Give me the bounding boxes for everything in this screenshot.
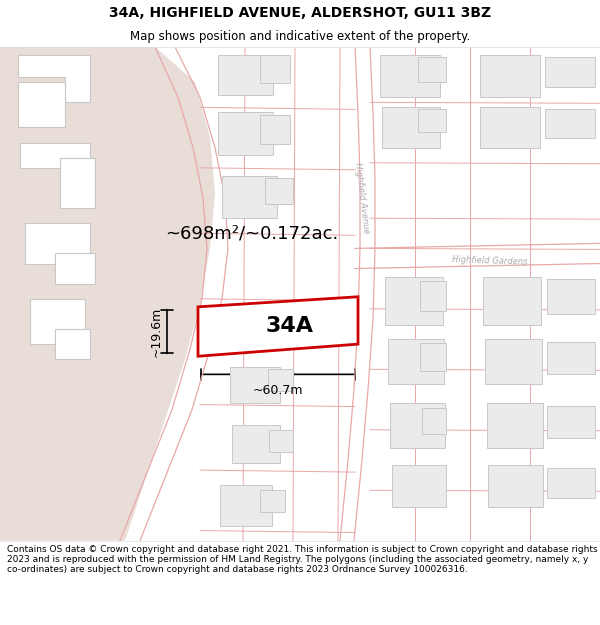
Bar: [260, 490, 285, 512]
Text: Map shows position and indicative extent of the property.: Map shows position and indicative extent…: [130, 30, 470, 43]
Bar: [392, 465, 446, 508]
Text: Highfield Gardens: Highfield Gardens: [452, 254, 528, 266]
Bar: [269, 430, 293, 452]
Text: Highfield Avenue: Highfield Avenue: [353, 162, 371, 234]
Bar: [418, 109, 446, 131]
Polygon shape: [55, 254, 95, 284]
Bar: [220, 485, 272, 526]
Bar: [390, 402, 445, 448]
Text: Contains OS data © Crown copyright and database right 2021. This information is : Contains OS data © Crown copyright and d…: [7, 544, 598, 574]
Text: ~19.6m: ~19.6m: [150, 306, 163, 357]
Bar: [480, 107, 540, 148]
Bar: [420, 281, 446, 311]
Bar: [480, 55, 540, 98]
Bar: [230, 368, 280, 402]
Text: 34A: 34A: [266, 316, 314, 336]
Text: 34A, HIGHFIELD AVENUE, ALDERSHOT, GU11 3BZ: 34A, HIGHFIELD AVENUE, ALDERSHOT, GU11 3…: [109, 6, 491, 20]
Polygon shape: [55, 329, 90, 359]
Bar: [547, 279, 595, 314]
Polygon shape: [198, 297, 358, 356]
Bar: [483, 277, 541, 325]
Text: ~698m²/~0.172ac.: ~698m²/~0.172ac.: [165, 224, 338, 243]
Bar: [380, 55, 440, 98]
Bar: [488, 465, 543, 508]
Polygon shape: [30, 299, 85, 344]
Bar: [547, 406, 595, 438]
Polygon shape: [60, 158, 95, 208]
Bar: [218, 112, 273, 155]
Bar: [265, 178, 293, 204]
Bar: [547, 342, 595, 374]
Bar: [487, 402, 543, 448]
Bar: [388, 339, 444, 384]
Bar: [385, 277, 443, 325]
Bar: [232, 425, 280, 463]
Polygon shape: [25, 223, 90, 264]
Bar: [382, 107, 440, 148]
Bar: [545, 57, 595, 87]
Bar: [545, 109, 595, 138]
Bar: [547, 468, 595, 498]
Bar: [260, 116, 290, 144]
Bar: [422, 408, 446, 434]
Bar: [260, 55, 290, 83]
Polygon shape: [18, 82, 65, 127]
Bar: [218, 55, 273, 95]
Bar: [420, 343, 446, 371]
Text: ~60.7m: ~60.7m: [253, 384, 303, 398]
Polygon shape: [20, 142, 90, 188]
Polygon shape: [18, 55, 90, 102]
Polygon shape: [0, 47, 215, 541]
Bar: [222, 176, 277, 218]
Bar: [485, 339, 542, 384]
Bar: [418, 57, 446, 82]
Bar: [268, 369, 293, 391]
